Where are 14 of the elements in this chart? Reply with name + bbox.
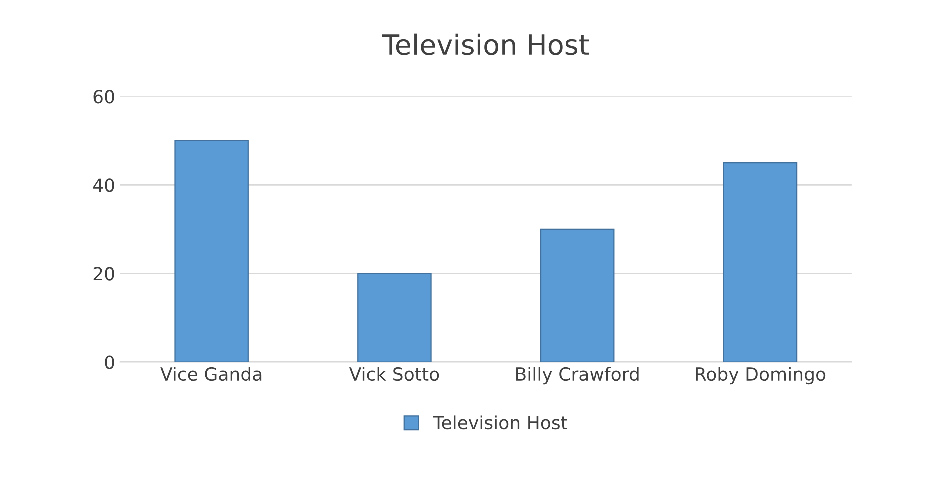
bar — [540, 228, 615, 362]
legend-label: Television Host — [433, 416, 568, 430]
y-tick-label: 0 — [105, 356, 114, 370]
bar — [174, 140, 249, 362]
bar — [723, 162, 798, 362]
x-tick-label: Vick Sotto — [349, 367, 440, 382]
chart-title: Television Host — [382, 34, 590, 56]
y-tick-label: 40 — [93, 178, 114, 192]
y-tick-label: 20 — [94, 267, 114, 281]
bar — [358, 273, 432, 362]
y-tick-label: 60 — [94, 90, 114, 104]
x-tick-label: Billy Crawford — [516, 367, 639, 385]
x-tick-label: Vice Ganda — [160, 367, 262, 382]
x-tick-label: Roby Domingo — [696, 367, 826, 385]
